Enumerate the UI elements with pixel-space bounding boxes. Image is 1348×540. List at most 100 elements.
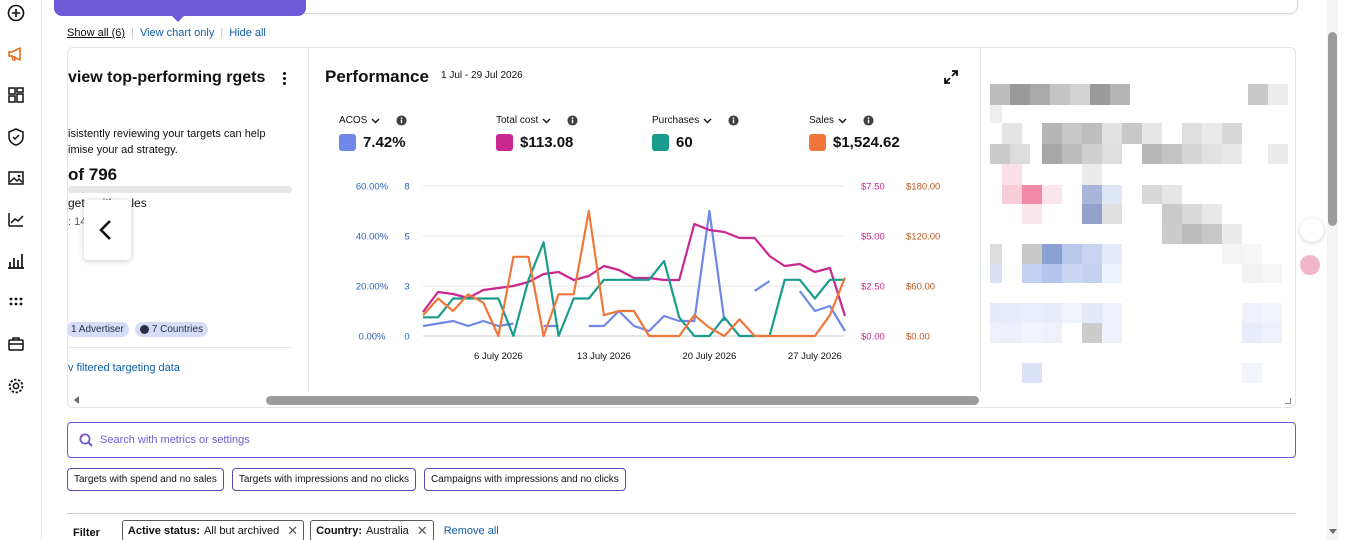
megaphone-icon[interactable] (6, 44, 26, 64)
blurred-block (1222, 244, 1242, 264)
globe-icon (139, 325, 149, 334)
blurred-block (990, 84, 1010, 105)
metric-sales[interactable]: Sales $1,524.62 (809, 115, 900, 151)
axis-tick-label: 20.00% (356, 282, 389, 293)
blurred-block (990, 264, 1002, 283)
blurred-block (1142, 144, 1162, 164)
metric-total-cost[interactable]: Total cost $113.08 (496, 115, 578, 151)
suggestion-spend-no-sales[interactable]: Targets with spend and no sales (67, 468, 224, 491)
axis-tick-label: 8 (404, 182, 409, 193)
blurred-block (1010, 144, 1030, 164)
blurred-block (1070, 84, 1090, 105)
series-line-sales (422, 209, 847, 338)
x-tick-label: 6 July 2026 (474, 351, 523, 362)
close-icon[interactable]: ✕ (416, 523, 428, 538)
suggestion-impressions-no-clicks[interactable]: Targets with impressions and no clicks (231, 468, 416, 491)
x-tick-label: 13 July 2026 (577, 351, 631, 362)
briefcase-icon[interactable] (6, 334, 26, 354)
blurred-block (1062, 264, 1082, 283)
bar-chart-icon[interactable] (6, 251, 26, 271)
blurred-block (1222, 224, 1242, 244)
blurred-block (1102, 144, 1122, 164)
floating-assistant-icon[interactable] (1300, 255, 1320, 275)
filter-chip-country[interactable]: Country: Australia ✕ (310, 520, 434, 540)
filter-chip-active-status[interactable]: Active status: All but archived ✕ (121, 520, 305, 540)
floating-side-button[interactable] (1300, 218, 1324, 242)
apps-grid-icon[interactable] (6, 293, 26, 313)
blurred-block (1002, 185, 1022, 204)
blurred-block (1142, 185, 1162, 204)
info-icon[interactable] (567, 115, 578, 126)
blurred-block (1082, 185, 1102, 204)
blurred-card (982, 48, 1295, 392)
metric-swatch (339, 134, 356, 151)
blurred-block (1090, 84, 1110, 105)
blurred-block (1022, 264, 1042, 283)
close-icon[interactable]: ✕ (287, 523, 299, 538)
scroll-left-arrow-icon[interactable] (74, 396, 79, 404)
remove-all-link[interactable]: Remove all (443, 525, 499, 537)
horizontal-scrollbar[interactable] (68, 392, 1295, 407)
line-chart-icon[interactable] (6, 210, 26, 230)
info-icon[interactable] (863, 115, 874, 126)
chevron-down-icon (371, 118, 380, 123)
resize-corner-icon (1285, 398, 1291, 404)
insights-carousel-panel: view top-performing rgets isistently rev… (67, 47, 1296, 408)
blurred-block (1242, 363, 1262, 383)
axis-tick-label: 5 (404, 232, 409, 243)
blurred-block (1042, 185, 1062, 204)
axis-tick-label: 40.00% (356, 232, 389, 243)
advertiser-chip: 1 Advertiser (68, 322, 129, 337)
plus-circle-icon[interactable] (6, 3, 26, 23)
carousel-prev-button[interactable] (84, 200, 131, 260)
blurred-block (990, 244, 1002, 264)
image-gallery-icon[interactable] (6, 168, 26, 188)
info-icon[interactable] (728, 115, 739, 126)
vertical-scrollbar[interactable] (1327, 0, 1338, 540)
performance-line-chart[interactable]: 0.00% 20.00% 40.00% 60.00% 0 3 5 8 $0.00 $2.50 $5.… (310, 173, 981, 368)
horizontal-scroll-thumb[interactable] (266, 396, 979, 405)
blurred-block (1082, 144, 1102, 164)
blurred-block (1182, 224, 1202, 244)
blurred-block (990, 105, 1002, 123)
info-icon[interactable] (396, 115, 407, 126)
view-chart-only-link[interactable]: View chart only (139, 27, 215, 39)
dashboard-icon[interactable] (6, 85, 26, 105)
hide-all-link[interactable]: Hide all (229, 27, 266, 39)
card-title: view top-performing rgets (68, 69, 266, 86)
sparkle-search-icon (79, 433, 93, 447)
more-options-icon[interactable] (274, 70, 294, 88)
blurred-block (1022, 204, 1042, 224)
blurred-block (1082, 204, 1102, 224)
blurred-block (1268, 144, 1288, 164)
blurred-block (1042, 144, 1062, 164)
suggestion-campaigns-impressions-no-clicks[interactable]: Campaigns with impressions and no clicks (423, 468, 626, 491)
view-filtered-data-link[interactable]: v filtered targeting data (68, 362, 180, 374)
axis-tick-label: 60.00% (356, 182, 389, 193)
metric-acos[interactable]: ACOS 7.42% (339, 115, 407, 151)
blurred-block (1022, 363, 1042, 383)
filter-row: Filter Active status: All but archived ✕ C… (67, 520, 499, 540)
gear-icon[interactable] (6, 376, 26, 396)
scroll-down-arrow-icon[interactable] (1329, 529, 1337, 534)
blurred-block (1102, 185, 1122, 204)
vertical-scroll-thumb[interactable] (1328, 32, 1337, 226)
blurred-block (1202, 204, 1222, 224)
left-nav-rail (0, 0, 42, 540)
metric-swatch (496, 134, 513, 151)
metric-purchases[interactable]: Purchases 60 (652, 115, 739, 151)
blurred-block (1242, 244, 1262, 264)
shield-icon[interactable] (6, 127, 26, 147)
expand-icon[interactable] (944, 70, 958, 84)
search-input[interactable] (100, 427, 1280, 453)
scope-chips: 1 Advertiser 7 Countries (68, 322, 208, 337)
blurred-block (1102, 204, 1122, 224)
blurred-block (1082, 303, 1102, 323)
blurred-block (1202, 144, 1222, 164)
axis-tick-label: $180.00 (906, 182, 940, 193)
series-line-purchases (423, 241, 845, 338)
blurred-block (1222, 123, 1242, 144)
review-targets-card: view top-performing rgets isistently rev… (68, 48, 309, 392)
show-all-link[interactable]: Show all (6) (67, 27, 126, 39)
